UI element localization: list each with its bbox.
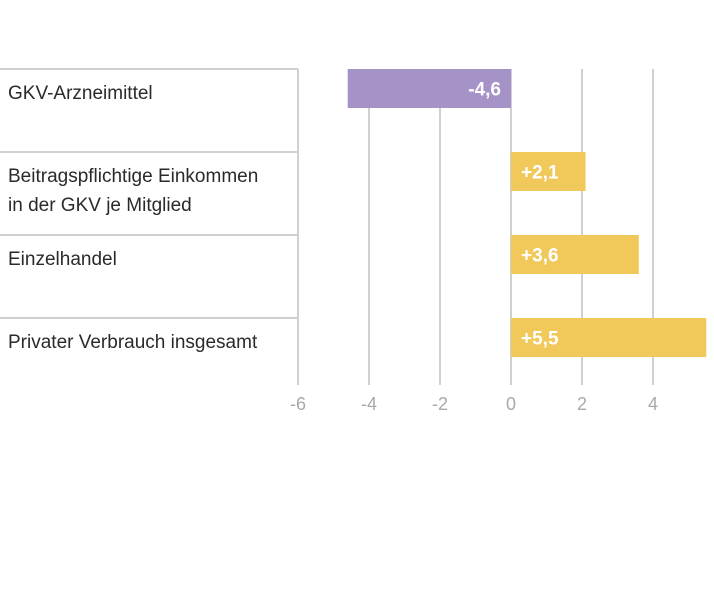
gridlines	[297, 69, 654, 385]
x-tick-label: -4	[361, 394, 377, 414]
x-tick-label: 2	[577, 394, 587, 414]
data-label: -4,6	[468, 80, 501, 101]
x-tick-label: 4	[648, 394, 658, 414]
category-label: Einzelhandel	[8, 249, 117, 270]
data-label: +2,1	[521, 163, 559, 184]
x-axis-tick-labels: -6 -4 -2 0 2 4	[290, 394, 658, 414]
data-label: +5,5	[521, 329, 559, 350]
x-tick-label: -2	[432, 394, 448, 414]
category-label: GKV-Arzneimittel	[8, 83, 153, 104]
bars: -4,6 +2,1 +3,6 +5,5	[347, 69, 707, 357]
bar	[347, 69, 511, 108]
bar	[511, 318, 707, 357]
category-labels: GKV-Arzneimittel Beitragspflichtige Einko…	[8, 83, 258, 353]
row-separators	[0, 68, 298, 319]
bar	[511, 235, 639, 274]
x-tick-label: -6	[290, 394, 306, 414]
bar	[511, 152, 586, 191]
data-label: +3,6	[521, 246, 559, 267]
category-label: Beitragspflichtige Einkommen in der GKV j…	[8, 166, 258, 216]
category-label: Privater Verbrauch insgesamt	[8, 332, 258, 353]
x-tick-label: 0	[506, 394, 516, 414]
